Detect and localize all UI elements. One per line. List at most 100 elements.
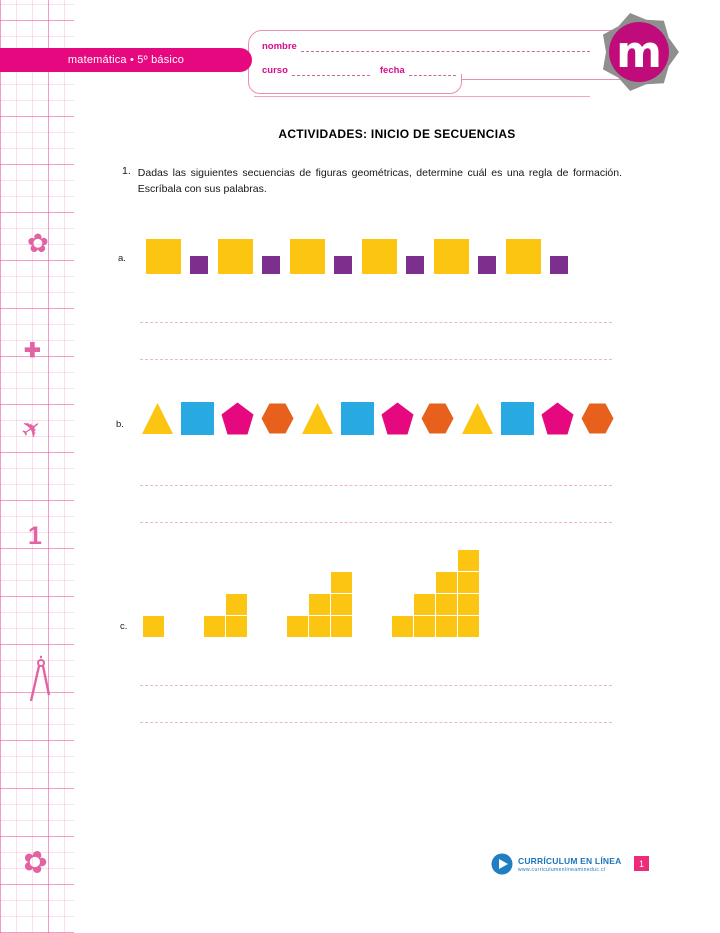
small-purple-square bbox=[334, 256, 352, 274]
staircase-figure-3 bbox=[287, 572, 352, 637]
play-button-icon bbox=[491, 853, 513, 875]
pink-pentagon bbox=[541, 402, 574, 435]
yellow-square-cell bbox=[436, 572, 457, 593]
student-info-box-tab bbox=[248, 74, 462, 94]
small-purple-square bbox=[478, 256, 496, 274]
yellow-square-cell bbox=[331, 616, 352, 637]
class-date-field-row: curso fecha bbox=[262, 65, 456, 76]
sequence-c-figures bbox=[143, 550, 479, 637]
page-title: ACTIVIDADES: INICIO DE SECUENCIAS bbox=[278, 127, 516, 141]
small-purple-square bbox=[190, 256, 208, 274]
orange-hexagon bbox=[581, 403, 614, 434]
header-underline bbox=[254, 96, 590, 97]
answer-line bbox=[140, 522, 612, 523]
staircase-figure-1 bbox=[143, 616, 164, 637]
yellow-square-cell bbox=[143, 616, 164, 637]
large-yellow-square bbox=[218, 239, 253, 274]
blue-square bbox=[181, 402, 214, 435]
answer-line bbox=[140, 359, 612, 360]
orange-hexagon bbox=[421, 403, 454, 434]
date-write-line bbox=[408, 65, 456, 76]
large-yellow-square bbox=[290, 239, 325, 274]
answer-line bbox=[140, 685, 612, 686]
class-label: curso bbox=[262, 65, 288, 76]
answer-line bbox=[140, 722, 612, 723]
yellow-triangle bbox=[462, 403, 493, 434]
compass-icon bbox=[24, 655, 58, 709]
flower-icon: ✿ bbox=[27, 228, 49, 258]
yellow-square-cell bbox=[204, 616, 225, 637]
name-label: nombre bbox=[262, 41, 297, 52]
sidebar-grid-pattern: ✿ ✚ ✈ 1 ✿ bbox=[0, 0, 74, 933]
yellow-square-cell bbox=[414, 594, 435, 615]
flower-icon: ✿ bbox=[17, 842, 52, 883]
staircase-column bbox=[436, 572, 457, 637]
logo-circle bbox=[609, 22, 669, 82]
sequence-a-shapes bbox=[146, 239, 578, 274]
yellow-square-cell bbox=[458, 594, 479, 615]
staircase-column bbox=[392, 616, 413, 637]
math-m-logo: m bbox=[596, 10, 682, 94]
curriculum-en-linea-logo: CURRÍCULUM EN LÍNEA www.curriculumenline… bbox=[491, 853, 621, 875]
staircase-column bbox=[414, 594, 435, 637]
staircase-column bbox=[309, 594, 330, 637]
logo-letter: m bbox=[616, 27, 662, 78]
yellow-square-cell bbox=[436, 616, 457, 637]
yellow-square-cell bbox=[287, 616, 308, 637]
staircase-column bbox=[143, 616, 164, 637]
yellow-square-cell bbox=[458, 550, 479, 571]
name-field-row: nombre bbox=[262, 41, 590, 52]
paper-plane-icon: ✈ bbox=[15, 412, 48, 447]
yellow-square-cell bbox=[392, 616, 413, 637]
staircase-column bbox=[458, 550, 479, 637]
staircase-column bbox=[226, 594, 247, 637]
plus-icon: ✚ bbox=[24, 340, 41, 362]
footer-logo-subtext: www.curriculumenlineamineduc.cl bbox=[518, 866, 606, 873]
pink-pentagon bbox=[221, 402, 254, 435]
large-yellow-square bbox=[434, 239, 469, 274]
date-label: fecha bbox=[379, 65, 405, 76]
yellow-square-cell bbox=[226, 594, 247, 615]
yellow-square-cell bbox=[226, 616, 247, 637]
small-purple-square bbox=[262, 256, 280, 274]
yellow-square-cell bbox=[331, 572, 352, 593]
staircase-column bbox=[204, 616, 225, 637]
yellow-square-cell bbox=[331, 594, 352, 615]
large-yellow-square bbox=[146, 239, 181, 274]
orange-hexagon bbox=[261, 403, 294, 434]
page-number-badge: 1 bbox=[634, 856, 649, 871]
footer-logo-text: CURRÍCULUM EN LÍNEA bbox=[518, 855, 622, 866]
answer-line bbox=[140, 322, 612, 323]
sequence-b-shapes bbox=[140, 400, 615, 436]
yellow-square-cell bbox=[414, 616, 435, 637]
staircase-figure-4 bbox=[392, 550, 479, 637]
small-purple-square bbox=[406, 256, 424, 274]
blue-square bbox=[501, 402, 534, 435]
staircase-column bbox=[331, 572, 352, 637]
pink-pentagon bbox=[381, 402, 414, 435]
yellow-square-cell bbox=[309, 594, 330, 615]
sequence-c-label: c. bbox=[120, 621, 128, 632]
yellow-triangle bbox=[142, 403, 173, 434]
exercise-instructions: 1. Dadas las siguientes secuencias de fi… bbox=[122, 165, 622, 198]
large-yellow-square bbox=[506, 239, 541, 274]
large-yellow-square bbox=[362, 239, 397, 274]
number-one-doodle: 1 bbox=[28, 522, 42, 550]
exercise-number: 1. bbox=[122, 165, 131, 177]
sequence-a-label: a. bbox=[118, 253, 126, 264]
answer-line bbox=[140, 485, 612, 486]
yellow-square-cell bbox=[436, 594, 457, 615]
yellow-square-cell bbox=[458, 572, 479, 593]
staircase-column bbox=[287, 616, 308, 637]
subject-band: matemática • 5º básico bbox=[0, 48, 252, 72]
yellow-triangle bbox=[302, 403, 333, 434]
sequence-b-label: b. bbox=[116, 419, 124, 430]
small-purple-square bbox=[550, 256, 568, 274]
blue-square bbox=[341, 402, 374, 435]
staircase-figure-2 bbox=[204, 594, 247, 637]
name-write-line bbox=[300, 41, 590, 52]
class-write-line bbox=[291, 65, 370, 76]
yellow-square-cell bbox=[458, 616, 479, 637]
yellow-square-cell bbox=[309, 616, 330, 637]
